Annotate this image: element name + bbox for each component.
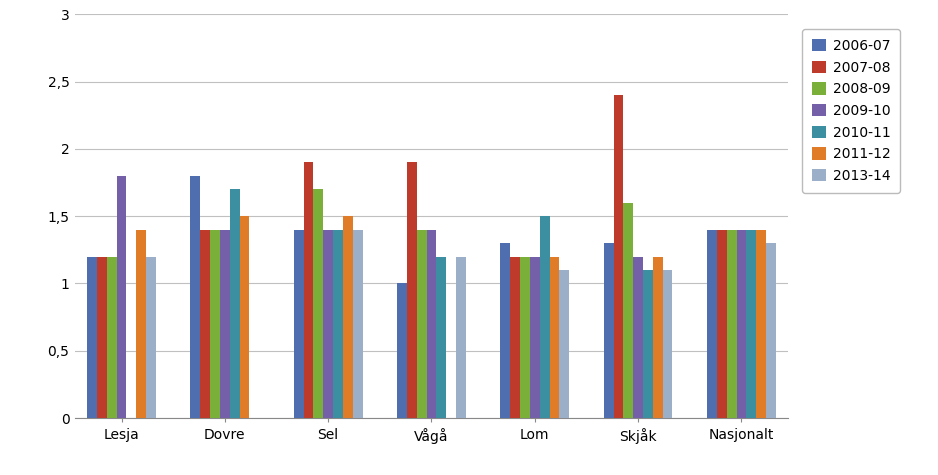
Bar xyxy=(294,229,304,418)
Bar xyxy=(766,243,776,418)
Bar xyxy=(707,229,717,418)
Bar xyxy=(116,176,127,418)
Bar xyxy=(550,256,559,418)
Bar xyxy=(239,216,250,418)
Bar xyxy=(653,256,662,418)
Bar xyxy=(530,256,539,418)
Bar xyxy=(747,229,756,418)
Legend: 2006-07, 2007-08, 2008-09, 2009-10, 2010-11, 2011-12, 2013-14: 2006-07, 2007-08, 2008-09, 2009-10, 2010… xyxy=(802,29,900,192)
Bar xyxy=(559,270,569,418)
Bar xyxy=(520,256,530,418)
Bar xyxy=(201,229,210,418)
Bar xyxy=(727,229,736,418)
Bar xyxy=(539,216,550,418)
Bar xyxy=(427,229,436,418)
Bar xyxy=(643,270,653,418)
Bar xyxy=(436,256,446,418)
Bar xyxy=(633,256,643,418)
Bar xyxy=(210,229,219,418)
Bar xyxy=(107,256,116,418)
Bar xyxy=(136,229,146,418)
Bar xyxy=(397,284,407,418)
Bar xyxy=(407,162,416,418)
Bar xyxy=(230,189,239,418)
Bar xyxy=(324,229,333,418)
Bar xyxy=(219,229,230,418)
Bar xyxy=(343,216,353,418)
Bar xyxy=(736,229,747,418)
Bar xyxy=(304,162,313,418)
Bar xyxy=(624,203,633,418)
Bar xyxy=(87,256,97,418)
Bar xyxy=(756,229,766,418)
Bar xyxy=(190,176,201,418)
Bar xyxy=(456,256,466,418)
Bar xyxy=(501,243,510,418)
Bar xyxy=(146,256,156,418)
Bar xyxy=(604,243,613,418)
Bar xyxy=(333,229,343,418)
Bar xyxy=(416,229,427,418)
Bar xyxy=(353,229,362,418)
Bar xyxy=(613,95,624,418)
Bar xyxy=(313,189,324,418)
Bar xyxy=(510,256,520,418)
Bar xyxy=(717,229,727,418)
Bar xyxy=(662,270,673,418)
Bar xyxy=(97,256,107,418)
